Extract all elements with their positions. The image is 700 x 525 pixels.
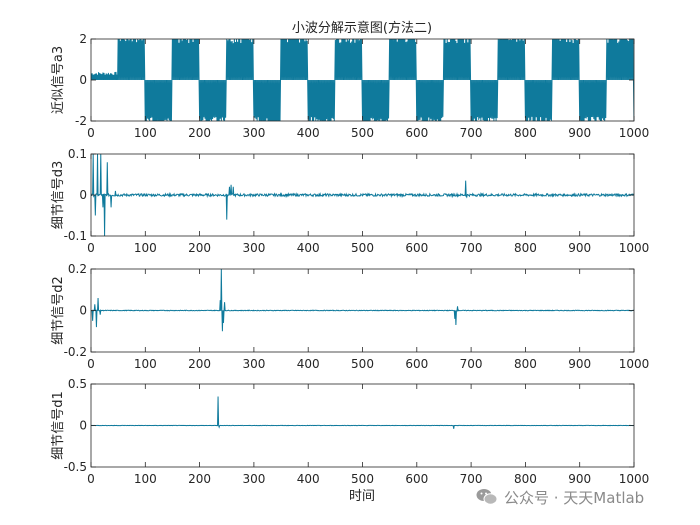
watermark-text: 公众号 · 天天Matlab bbox=[504, 488, 645, 507]
x-tick-label: 100 bbox=[134, 472, 157, 486]
x-tick-label: 500 bbox=[351, 126, 374, 140]
x-tick-label: 900 bbox=[568, 241, 591, 255]
x-tick-label: 800 bbox=[514, 126, 537, 140]
y-tick-label: 0 bbox=[79, 188, 87, 202]
y-axis-label: 细节信号d2 bbox=[51, 276, 66, 345]
watermark: 公众号 · 天天Matlab bbox=[476, 486, 644, 508]
x-tick-label: 1000 bbox=[619, 472, 650, 486]
y-tick-label: 0.2 bbox=[68, 262, 87, 276]
x-tick-label: 200 bbox=[188, 241, 211, 255]
series-line bbox=[91, 39, 634, 121]
x-tick-label: 300 bbox=[242, 126, 265, 140]
x-tick-label: 700 bbox=[460, 472, 483, 486]
series-line bbox=[91, 269, 634, 332]
x-tick-label: 100 bbox=[134, 126, 157, 140]
x-tick-label: 900 bbox=[568, 472, 591, 486]
x-tick-label: 500 bbox=[351, 241, 374, 255]
y-axis-label: 近似信号a3 bbox=[51, 46, 66, 114]
x-tick-label: 100 bbox=[134, 357, 157, 371]
x-tick-label: 400 bbox=[297, 472, 320, 486]
x-tick-label: 700 bbox=[460, 357, 483, 371]
subplot-2: 0 100 200 300 400 500 600 700 800 900 1000-0.100.1… bbox=[51, 147, 649, 255]
y-tick-label: 0.5 bbox=[68, 377, 87, 391]
series-line bbox=[91, 396, 634, 429]
x-tick-label: 200 bbox=[188, 357, 211, 371]
x-tick-label: 400 bbox=[297, 126, 320, 140]
x-tick-label: 1000 bbox=[619, 357, 650, 371]
series-line bbox=[91, 154, 634, 236]
x-tick-label: 800 bbox=[514, 472, 537, 486]
x-tick-label: 700 bbox=[460, 126, 483, 140]
x-tick-label: 1000 bbox=[619, 126, 650, 140]
x-tick-label: 300 bbox=[242, 241, 265, 255]
y-tick-label: -0.2 bbox=[64, 345, 87, 359]
x-tick-label: 800 bbox=[514, 241, 537, 255]
x-tick-label: 500 bbox=[351, 357, 374, 371]
figure-title: 小波分解示意图(方法二) bbox=[292, 20, 432, 36]
x-tick-label: 200 bbox=[188, 126, 211, 140]
y-axis-label: 细节信号d3 bbox=[51, 161, 66, 230]
x-tick-label: 600 bbox=[405, 241, 428, 255]
y-tick-label: 0.1 bbox=[68, 147, 87, 161]
y-tick-label: 0 bbox=[79, 73, 87, 87]
x-tick-label: 900 bbox=[568, 357, 591, 371]
x-tick-label: 400 bbox=[297, 357, 320, 371]
y-tick-label: -0.1 bbox=[64, 229, 87, 243]
x-axis-label: 时间 bbox=[349, 489, 375, 504]
x-tick-label: 600 bbox=[405, 357, 428, 371]
x-tick-label: 200 bbox=[188, 472, 211, 486]
y-tick-label: -0.5 bbox=[64, 460, 87, 474]
subplot-1: 0 100 200 300 400 500 600 700 800 900 1000-202近似信号… bbox=[51, 32, 650, 140]
x-tick-label: 600 bbox=[405, 126, 428, 140]
x-tick-label: 900 bbox=[568, 126, 591, 140]
x-tick-label: 0 bbox=[87, 241, 95, 255]
x-tick-label: 300 bbox=[242, 357, 265, 371]
x-tick-label: 500 bbox=[351, 472, 374, 486]
y-tick-label: 0 bbox=[79, 304, 87, 318]
x-tick-label: 400 bbox=[297, 241, 320, 255]
subplot-3: 0 100 200 300 400 500 600 700 800 900 1000-0.200.2… bbox=[51, 262, 649, 371]
x-tick-label: 800 bbox=[514, 357, 537, 371]
x-tick-label: 300 bbox=[242, 472, 265, 486]
y-axis-label: 细节信号d1 bbox=[51, 391, 66, 460]
x-tick-label: 700 bbox=[460, 241, 483, 255]
x-tick-label: 0 bbox=[87, 472, 95, 486]
y-tick-label: 0 bbox=[79, 419, 87, 433]
x-tick-label: 0 bbox=[87, 126, 95, 140]
x-tick-label: 600 bbox=[405, 472, 428, 486]
y-tick-label: -2 bbox=[75, 114, 87, 128]
subplot-4: 0 100 200 300 400 500 600 700 800 900 1000-0.500.5… bbox=[51, 377, 649, 486]
x-tick-label: 0 bbox=[87, 357, 95, 371]
x-tick-label: 1000 bbox=[619, 241, 650, 255]
y-tick-label: 2 bbox=[79, 32, 87, 46]
x-tick-label: 100 bbox=[134, 241, 157, 255]
wechat-icon bbox=[476, 489, 498, 505]
